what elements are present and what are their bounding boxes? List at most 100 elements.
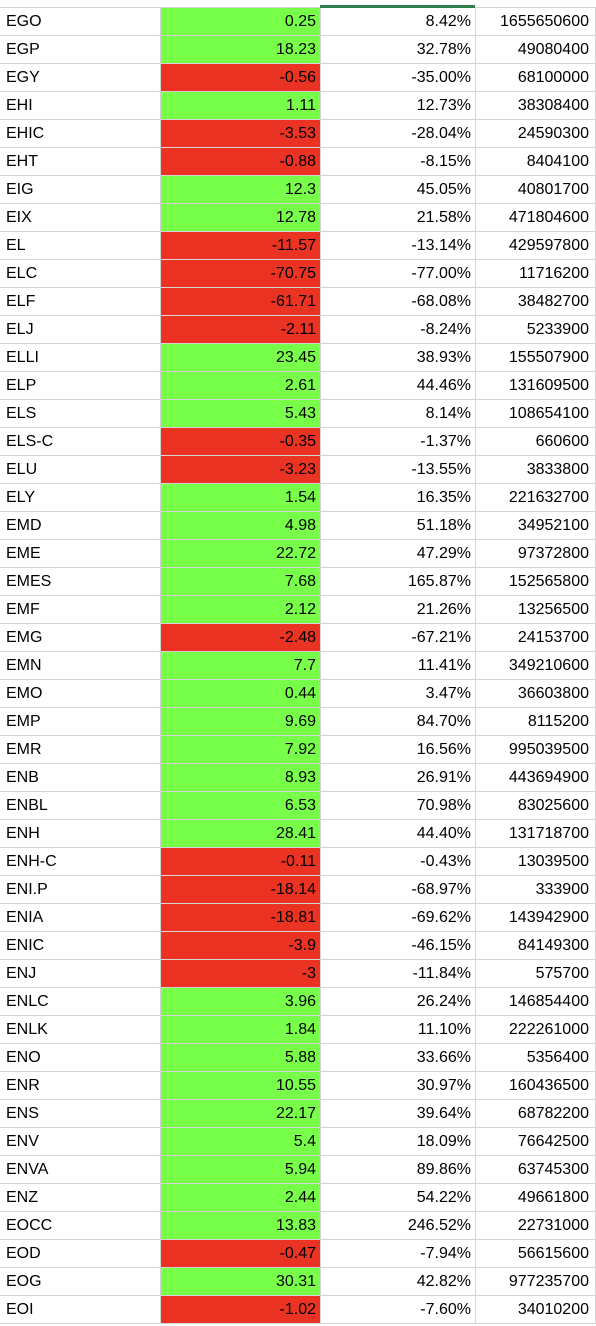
volume-cell[interactable]: 49080400	[476, 36, 596, 63]
ticker-cell[interactable]: ENO	[0, 1044, 161, 1071]
ticker-cell[interactable]: ELJ	[0, 316, 161, 343]
percent-change-cell[interactable]: -77.00%	[321, 260, 476, 287]
percent-change-cell[interactable]: -46.15%	[321, 932, 476, 959]
volume-cell[interactable]: 8404100	[476, 148, 596, 175]
volume-cell[interactable]: 24153700	[476, 624, 596, 651]
change-cell[interactable]: -3.9	[161, 932, 321, 959]
change-cell[interactable]: -70.75	[161, 260, 321, 287]
volume-cell[interactable]: 34952100	[476, 512, 596, 539]
change-cell[interactable]: 5.94	[161, 1156, 321, 1183]
percent-change-cell[interactable]: -67.21%	[321, 624, 476, 651]
volume-cell[interactable]: 131609500	[476, 372, 596, 399]
volume-cell[interactable]: 76642500	[476, 1128, 596, 1155]
ticker-cell[interactable]: ENR	[0, 1072, 161, 1099]
change-cell[interactable]: 7.68	[161, 568, 321, 595]
ticker-cell[interactable]: EL	[0, 232, 161, 259]
ticker-cell[interactable]: ENIA	[0, 904, 161, 931]
change-cell[interactable]: 8.93	[161, 764, 321, 791]
change-cell[interactable]: -0.11	[161, 848, 321, 875]
volume-cell[interactable]: 13039500	[476, 848, 596, 875]
volume-cell[interactable]: 68782200	[476, 1100, 596, 1127]
volume-cell[interactable]: 34010200	[476, 1296, 596, 1323]
change-cell[interactable]: 7.92	[161, 736, 321, 763]
change-cell[interactable]: 12.78	[161, 204, 321, 231]
volume-cell[interactable]: 11716200	[476, 260, 596, 287]
volume-cell[interactable]: 38308400	[476, 92, 596, 119]
percent-change-cell[interactable]: 26.24%	[321, 988, 476, 1015]
volume-cell[interactable]: 333900	[476, 876, 596, 903]
percent-change-cell[interactable]: 39.64%	[321, 1100, 476, 1127]
ticker-cell[interactable]: ENS	[0, 1100, 161, 1127]
percent-change-cell[interactable]: -0.43%	[321, 848, 476, 875]
volume-cell[interactable]: 152565800	[476, 568, 596, 595]
change-cell[interactable]: -0.35	[161, 428, 321, 455]
change-cell[interactable]: 1.84	[161, 1016, 321, 1043]
ticker-cell[interactable]: EMG	[0, 624, 161, 651]
percent-change-cell[interactable]: 16.56%	[321, 736, 476, 763]
ticker-cell[interactable]: ENI.P	[0, 876, 161, 903]
percent-change-cell[interactable]: -68.97%	[321, 876, 476, 903]
percent-change-cell[interactable]: 32.78%	[321, 36, 476, 63]
percent-change-cell[interactable]: 246.52%	[321, 1212, 476, 1239]
percent-change-cell[interactable]: -8.15%	[321, 148, 476, 175]
ticker-cell[interactable]: ENLC	[0, 988, 161, 1015]
ticker-cell[interactable]: ENZ	[0, 1184, 161, 1211]
volume-cell[interactable]: 221632700	[476, 484, 596, 511]
volume-cell[interactable]: 977235700	[476, 1268, 596, 1295]
ticker-cell[interactable]: ELLI	[0, 344, 161, 371]
percent-change-cell[interactable]: -68.08%	[321, 288, 476, 315]
percent-change-cell[interactable]: -1.37%	[321, 428, 476, 455]
volume-cell[interactable]: 995039500	[476, 736, 596, 763]
change-cell[interactable]: -11.57	[161, 232, 321, 259]
volume-cell[interactable]: 349210600	[476, 652, 596, 679]
ticker-cell[interactable]: EME	[0, 540, 161, 567]
change-cell[interactable]: 1.54	[161, 484, 321, 511]
percent-change-cell[interactable]: 16.35%	[321, 484, 476, 511]
volume-cell[interactable]: 429597800	[476, 232, 596, 259]
percent-change-cell[interactable]: 8.14%	[321, 400, 476, 427]
ticker-cell[interactable]: EHT	[0, 148, 161, 175]
ticker-cell[interactable]: EMD	[0, 512, 161, 539]
change-cell[interactable]: 30.31	[161, 1268, 321, 1295]
volume-cell[interactable]: 155507900	[476, 344, 596, 371]
volume-cell[interactable]: 13256500	[476, 596, 596, 623]
ticker-cell[interactable]: EMP	[0, 708, 161, 735]
percent-change-cell[interactable]: 21.58%	[321, 204, 476, 231]
change-cell[interactable]: -0.88	[161, 148, 321, 175]
percent-change-cell[interactable]: 42.82%	[321, 1268, 476, 1295]
ticker-cell[interactable]: EMF	[0, 596, 161, 623]
change-cell[interactable]: -2.48	[161, 624, 321, 651]
percent-change-cell[interactable]: -28.04%	[321, 120, 476, 147]
change-cell[interactable]: 22.17	[161, 1100, 321, 1127]
change-cell[interactable]: 2.61	[161, 372, 321, 399]
percent-change-cell[interactable]: -7.94%	[321, 1240, 476, 1267]
percent-change-cell[interactable]: 21.26%	[321, 596, 476, 623]
percent-change-cell[interactable]: 12.73%	[321, 92, 476, 119]
change-cell[interactable]: 0.25	[161, 8, 321, 35]
volume-cell[interactable]: 63745300	[476, 1156, 596, 1183]
volume-cell[interactable]: 108654100	[476, 400, 596, 427]
percent-change-cell[interactable]: 26.91%	[321, 764, 476, 791]
percent-change-cell[interactable]: 3.47%	[321, 680, 476, 707]
change-cell[interactable]: -1.02	[161, 1296, 321, 1323]
ticker-cell[interactable]: EGP	[0, 36, 161, 63]
change-cell[interactable]: 10.55	[161, 1072, 321, 1099]
change-cell[interactable]: 2.12	[161, 596, 321, 623]
ticker-cell[interactable]: ELY	[0, 484, 161, 511]
percent-change-cell[interactable]: 38.93%	[321, 344, 476, 371]
percent-change-cell[interactable]: -13.14%	[321, 232, 476, 259]
ticker-cell[interactable]: ELF	[0, 288, 161, 315]
percent-change-cell[interactable]: -7.60%	[321, 1296, 476, 1323]
change-cell[interactable]: -18.81	[161, 904, 321, 931]
volume-cell[interactable]: 97372800	[476, 540, 596, 567]
change-cell[interactable]: 5.4	[161, 1128, 321, 1155]
percent-change-cell[interactable]: -69.62%	[321, 904, 476, 931]
percent-change-cell[interactable]: 54.22%	[321, 1184, 476, 1211]
volume-cell[interactable]: 160436500	[476, 1072, 596, 1099]
percent-change-cell[interactable]: 18.09%	[321, 1128, 476, 1155]
volume-cell[interactable]: 56615600	[476, 1240, 596, 1267]
volume-cell[interactable]: 131718700	[476, 820, 596, 847]
volume-cell[interactable]: 471804600	[476, 204, 596, 231]
ticker-cell[interactable]: EIG	[0, 176, 161, 203]
ticker-cell[interactable]: ENV	[0, 1128, 161, 1155]
